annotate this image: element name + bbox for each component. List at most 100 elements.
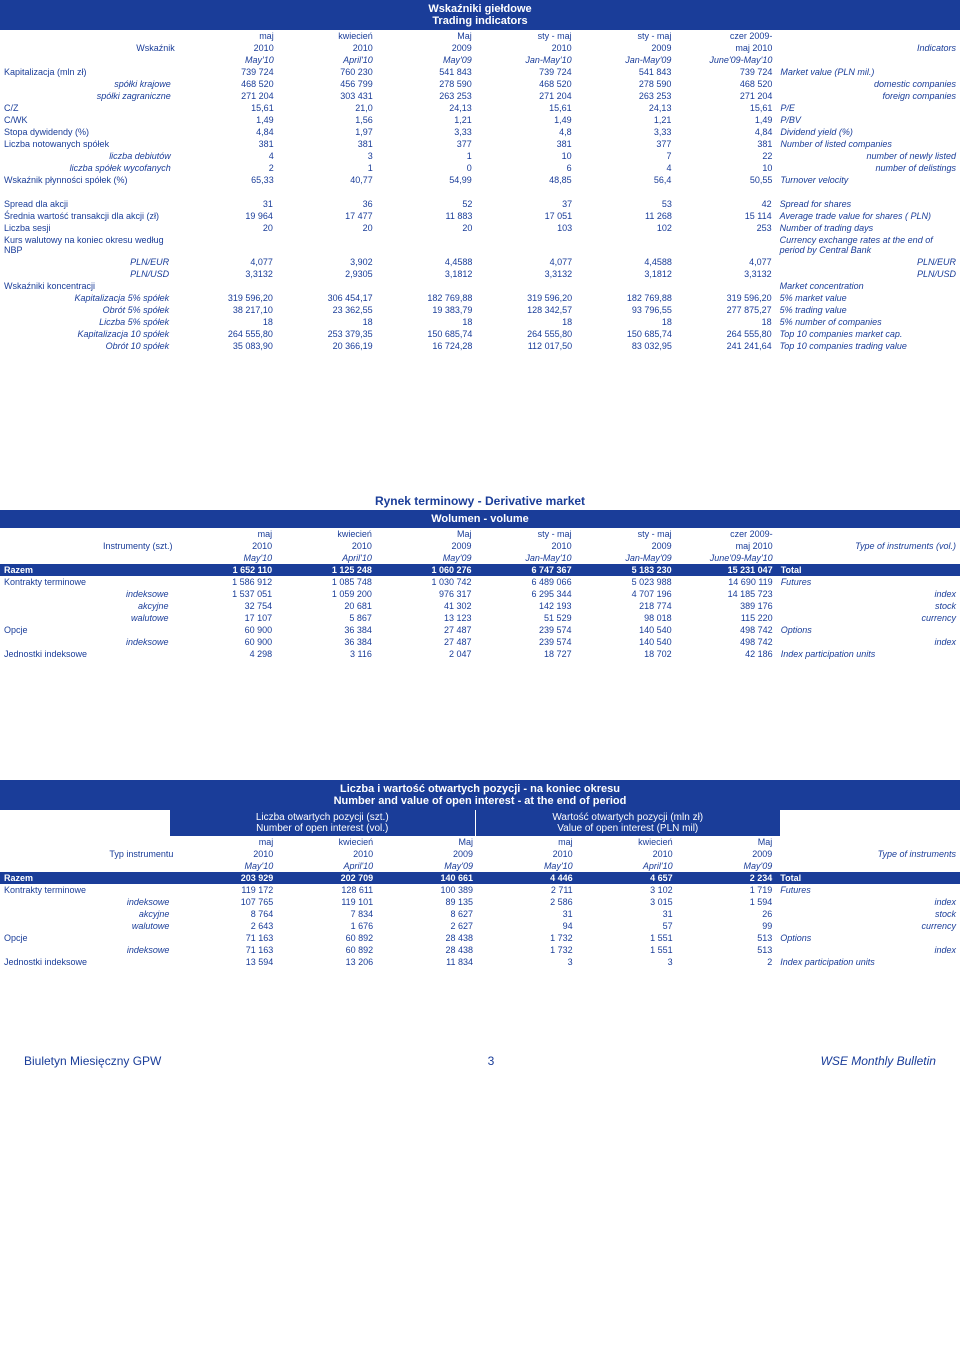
row-value: 1 085 748	[276, 576, 376, 588]
row-label-pl: Razem	[0, 564, 177, 576]
row-value: 28 438	[377, 944, 477, 956]
row-value: 51 529	[476, 612, 576, 624]
row-value: 3,3132	[177, 268, 277, 280]
row-value: 35 083,90	[177, 340, 277, 352]
row-value: 1,49	[179, 114, 278, 126]
row-value: 140 661	[377, 872, 477, 884]
row-value: 13 594	[177, 956, 277, 968]
row-value: 4,84	[179, 126, 278, 138]
table-row: Wskaźniki koncentracjiMarket concentrati…	[0, 280, 960, 292]
row-value: 3,1812	[377, 268, 477, 280]
row-label-en: Futures	[777, 576, 960, 588]
row-value: 11 834	[377, 956, 477, 968]
row-value: 2 643	[177, 920, 277, 932]
table-row: Kontrakty terminowe119 172128 611100 389…	[0, 884, 960, 896]
row-label-en: foreign companies	[776, 90, 960, 102]
row-value: 377	[576, 138, 676, 150]
row-value: 20 681	[276, 600, 376, 612]
t2-hdr-3: May'10 April'10 May'09 Jan-May'10 Jan-Ma…	[0, 552, 960, 564]
row-value: 2	[179, 162, 278, 174]
row-value: 18	[576, 316, 676, 328]
row-label-pl: Średnia wartość transakcji dla akcji (zł…	[0, 210, 177, 222]
table-row: indeksowe71 16360 89228 4381 7321 551513…	[0, 944, 960, 956]
hdr-c5c: Jan-May'09	[576, 54, 676, 66]
row-value: 60 900	[177, 636, 277, 648]
row-label-pl: indeksowe	[0, 896, 177, 908]
row-label-en: Spread for shares	[776, 198, 960, 210]
row-value: 37	[476, 198, 576, 210]
row-value: 31	[577, 908, 677, 920]
row-value: 60 892	[277, 932, 377, 944]
row-value: 253	[676, 222, 776, 234]
row-value: 54,99	[377, 174, 476, 186]
row-value: 319 596,20	[676, 292, 776, 304]
row-value: 19 964	[177, 210, 277, 222]
hdr-c1c: May'10	[179, 54, 278, 66]
row-value: 150 685,74	[377, 328, 477, 340]
t3-hdr-1: maj kwiecień Maj maj kwiecień Maj	[0, 836, 960, 848]
row-value: 381	[675, 138, 776, 150]
row-value	[277, 280, 377, 292]
row-value: 3	[477, 956, 577, 968]
row-value: 203 929	[177, 872, 277, 884]
row-value: 20 366,19	[277, 340, 377, 352]
row-value: 319 596,20	[476, 292, 576, 304]
row-value: 10	[675, 162, 776, 174]
row-value: 4,4588	[377, 256, 477, 268]
row-label-pl: Jednostki indeksowe	[0, 956, 177, 968]
table-row: spółki zagraniczne271 204303 431263 2532…	[0, 90, 960, 102]
t2-subtitle: Wolumen - volume	[0, 510, 960, 528]
t3-hdr-2: Typ instrumentu 2010 2010 2009 2010 2010…	[0, 848, 960, 860]
row-label-pl: PLN/USD	[0, 268, 177, 280]
trading-indicators-table-2: Spread dla akcji313652375342Spread for s…	[0, 198, 960, 352]
table-row: liczba spółek wycofanych2106410number of…	[0, 162, 960, 174]
row-value: 48,85	[476, 174, 576, 186]
row-value	[277, 234, 377, 256]
row-value: 306 454,17	[277, 292, 377, 304]
row-label-pl: indeksowe	[0, 944, 177, 956]
t1-title-en: Trading indicators	[432, 15, 527, 27]
row-value: 4 446	[477, 872, 577, 884]
hdr-c6b: maj 2010	[675, 42, 776, 54]
row-value: 22	[675, 150, 776, 162]
row-value: 1	[377, 150, 476, 162]
row-label-pl: indeksowe	[0, 636, 177, 648]
row-value: 4,4588	[576, 256, 676, 268]
row-label-pl: Spread dla akcji	[0, 198, 177, 210]
row-value: 381	[278, 138, 377, 150]
row-value: 4 707 196	[576, 588, 676, 600]
t2-title: Rynek terminowy - Derivative market	[0, 492, 960, 510]
row-value	[476, 234, 576, 256]
row-value: 1 594	[677, 896, 777, 908]
row-value: 3,3132	[676, 268, 776, 280]
table-row: PLN/USD3,31322,93053,18123,31323,18123,3…	[0, 268, 960, 280]
table-row: Średnia wartość transakcji dla akcji (zł…	[0, 210, 960, 222]
table-row: indeksowe1 537 0511 059 200976 3176 295 …	[0, 588, 960, 600]
row-value: 93 796,55	[576, 304, 676, 316]
row-label-en: Dividend yield (%)	[776, 126, 960, 138]
row-label-en: domestic companies	[776, 78, 960, 90]
row-label-en: 5% market value	[776, 292, 960, 304]
row-value: 1,49	[675, 114, 776, 126]
row-label-pl: liczba debiutów	[0, 150, 179, 162]
table-row: walutowe2 6431 6762 627945799currency	[0, 920, 960, 932]
row-value	[177, 234, 277, 256]
t3-title-en: Number and value of open interest - at t…	[334, 795, 627, 807]
trading-indicators-table: maj kwiecień Maj sty - maj sty - maj cze…	[0, 30, 960, 186]
row-value: 60 900	[177, 624, 277, 636]
hdr-c5b: 2009	[576, 42, 676, 54]
row-value: 241 241,64	[676, 340, 776, 352]
table-row: Stopa dywidendy (%)4,841,973,334,83,334,…	[0, 126, 960, 138]
row-value: 5 023 988	[576, 576, 676, 588]
table-row: indeksowe60 90036 38427 487239 574140 54…	[0, 636, 960, 648]
table-row: liczba debiutów43110722number of newly l…	[0, 150, 960, 162]
row-value: 541 843	[576, 66, 676, 78]
row-value: 263 253	[576, 90, 676, 102]
row-value: 65,33	[179, 174, 278, 186]
row-label-pl: Stopa dywidendy (%)	[0, 126, 179, 138]
row-value: 142 193	[476, 600, 576, 612]
row-value: 739 724	[675, 66, 776, 78]
row-value: 239 574	[476, 624, 576, 636]
row-value: 100 389	[377, 884, 477, 896]
row-value: 4,077	[676, 256, 776, 268]
